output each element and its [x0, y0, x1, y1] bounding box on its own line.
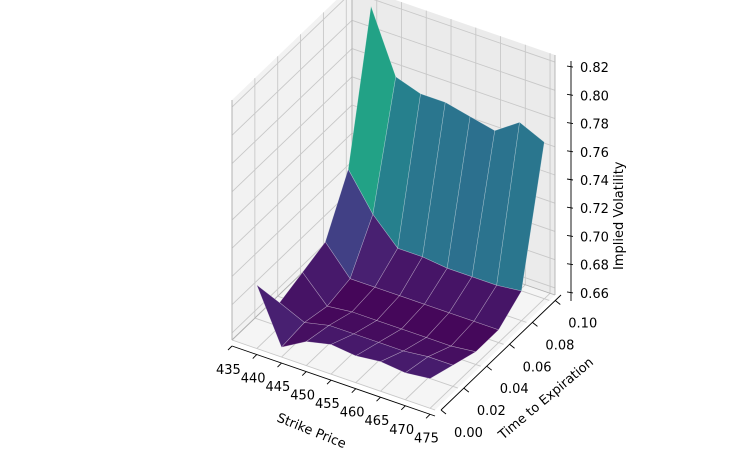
- z-tick-label: 0.78: [580, 118, 609, 133]
- z-tick-label: 0.72: [580, 202, 609, 217]
- x-tick-label: 470: [389, 423, 414, 438]
- y-axis-ticks: 0.00 0.02 0.04 0.06 0.08 0.10: [440, 300, 597, 441]
- x-tick-label: 455: [315, 397, 340, 412]
- y-tick-label: 0.08: [545, 338, 574, 353]
- x-axis-label: Strike Price: [275, 411, 349, 452]
- y-tick-label: 0.10: [568, 316, 597, 331]
- z-tick-label: 0.74: [580, 174, 609, 189]
- x-tick-label: 435: [216, 363, 241, 378]
- z-axis-ticks: 0.66 0.68 0.70 0.72 0.74 0.76 0.78 0.80 0.82: [566, 61, 609, 302]
- x-tick-label: 465: [365, 414, 390, 429]
- y-tick-label: 0.02: [477, 404, 506, 419]
- x-tick-label: 440: [241, 372, 266, 387]
- z-tick-label: 0.68: [580, 259, 609, 274]
- y-tick-label: 0.04: [500, 382, 529, 397]
- x-axis-line: [231, 345, 436, 417]
- z-tick-label: 0.70: [580, 230, 609, 245]
- y-tick-label: 0.06: [523, 360, 552, 375]
- x-tick-label: 460: [340, 406, 365, 421]
- x-tick-label: 445: [266, 380, 291, 395]
- z-tick-label: 0.80: [580, 89, 609, 104]
- axis-lines: [231, 61, 572, 417]
- z-tick-label: 0.82: [580, 61, 609, 76]
- z-tick-label: 0.66: [580, 287, 609, 302]
- y-axis-line: [440, 294, 562, 411]
- x-tick-label: 475: [414, 431, 439, 446]
- surface-face: [427, 345, 477, 366]
- x-tick-label: 450: [290, 389, 315, 404]
- z-tick-label: 0.76: [580, 146, 609, 161]
- z-axis-label: Implied Volatility: [612, 161, 627, 270]
- surface-face: [404, 356, 454, 379]
- y-tick-label: 0.00: [454, 426, 483, 441]
- left-pane: [232, 0, 352, 340]
- volatility-surface: [256, 6, 545, 379]
